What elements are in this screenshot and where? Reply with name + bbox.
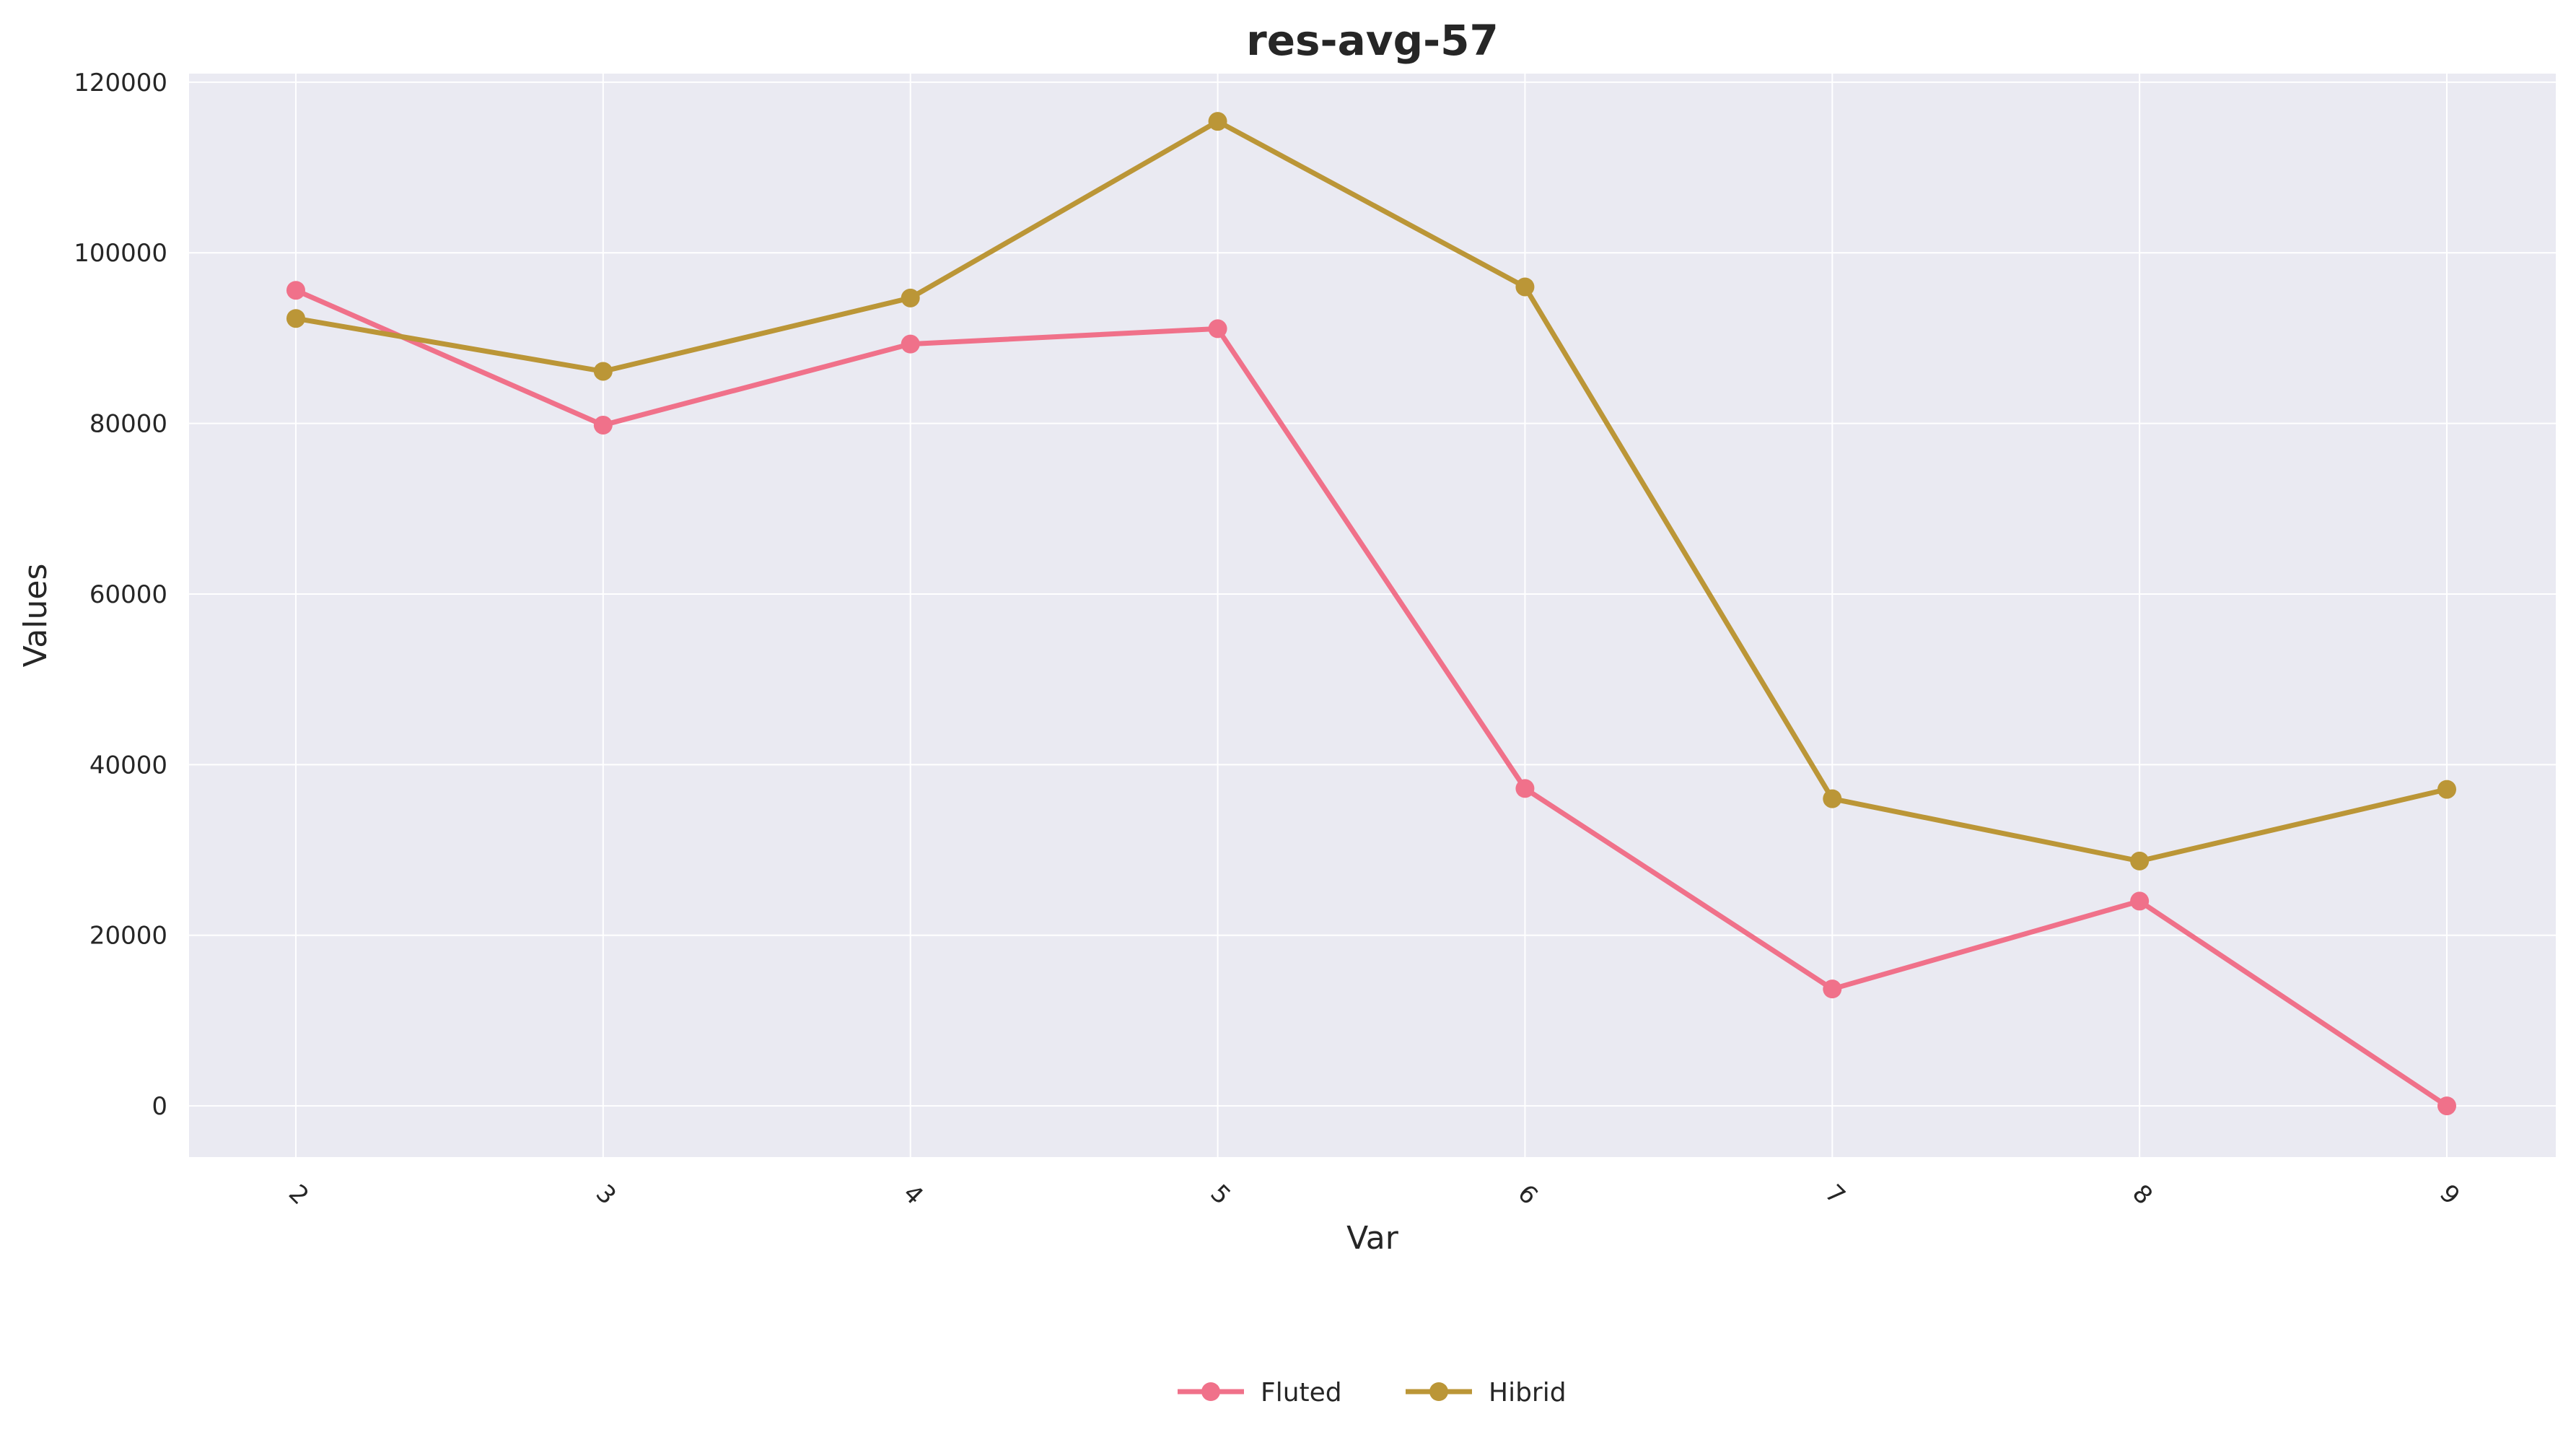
legend-item-fluted: Fluted: [1178, 1378, 1342, 1408]
y-axis-label: Values: [17, 564, 54, 668]
legend-label: Hibrid: [1489, 1378, 1567, 1408]
data-point: [593, 415, 613, 435]
series-fluted: [286, 281, 2456, 1116]
y-axis-ticks: 0 20000 40000 60000 80000 100000 120000: [74, 69, 167, 1121]
data-point: [2130, 891, 2150, 911]
legend: Fluted Hibrid: [1178, 1378, 1567, 1408]
legend-item-hibrid: Hibrid: [1406, 1378, 1567, 1408]
series-hibrid: [286, 112, 2456, 870]
series-line: [293, 287, 2450, 1109]
data-point: [286, 309, 305, 328]
y-tick-label: 0: [152, 1092, 167, 1121]
y-tick-label: 40000: [89, 751, 167, 780]
y-tick-label: 120000: [74, 69, 167, 97]
legend-marker: [1429, 1382, 1448, 1401]
x-axis-label: Var: [1346, 1220, 1399, 1257]
grid-lines: [189, 74, 2556, 1157]
data-point: [1823, 789, 1842, 808]
series-line: [293, 118, 2450, 864]
y-tick-label: 100000: [74, 239, 167, 268]
chart-title: res-avg-57: [1246, 16, 1499, 65]
data-point: [2437, 780, 2456, 799]
data-point: [1208, 319, 1227, 339]
data-point: [593, 362, 613, 381]
data-point: [1208, 112, 1227, 131]
data-point: [1823, 979, 1842, 999]
data-point: [901, 288, 920, 307]
data-point: [2130, 851, 2150, 870]
plot-area: [189, 74, 2556, 1157]
y-tick-label: 20000: [89, 922, 167, 951]
data-point: [1515, 779, 1535, 798]
data-point: [286, 281, 305, 300]
y-tick-label: 80000: [89, 410, 167, 439]
data-point: [901, 334, 920, 354]
y-tick-label: 60000: [89, 580, 167, 609]
data-point: [2437, 1096, 2456, 1116]
series-layer: [286, 112, 2456, 1116]
data-point: [1515, 277, 1535, 297]
legend-label: Fluted: [1261, 1378, 1342, 1408]
legend-marker: [1201, 1382, 1220, 1401]
